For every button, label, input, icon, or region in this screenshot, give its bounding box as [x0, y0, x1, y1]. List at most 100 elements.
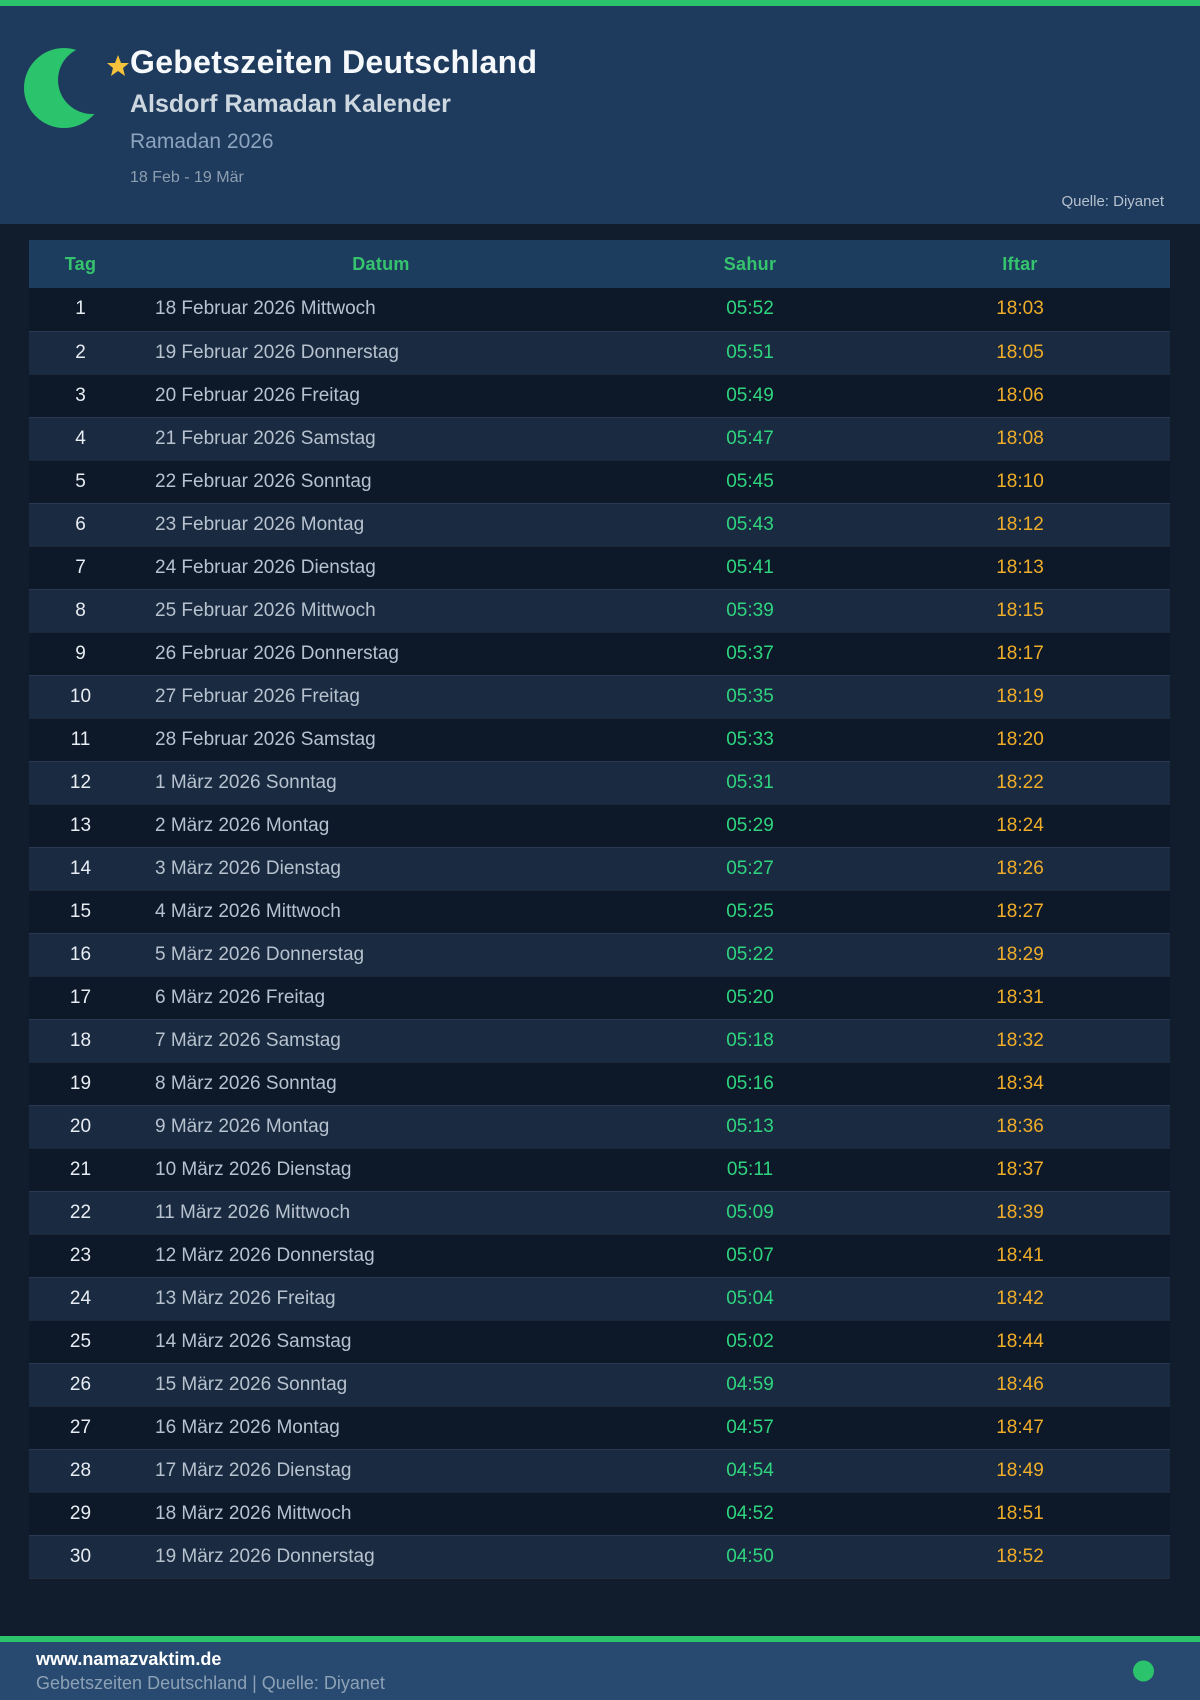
sahur-cell: 05:43: [630, 502, 870, 547]
iftar-cell: 18:27: [870, 890, 1170, 933]
day-cell: 23: [29, 1234, 132, 1277]
sahur-cell: 05:39: [630, 588, 870, 633]
table-row: 15 4 März 2026 Mittwoch 05:25 18:27: [29, 890, 1170, 933]
table-row: 19 8 März 2026 Sonntag 05:16 18:34: [29, 1062, 1170, 1105]
day-cell: 8: [29, 588, 132, 633]
table-body: 1 18 Februar 2026 Mittwoch 05:52 18:03 2 19 F…: [29, 288, 1170, 1579]
table-row: 1 18 Februar 2026 Mittwoch 05:52 18:03: [29, 288, 1170, 331]
date-cell: 28 Februar 2026 Samstag: [132, 718, 630, 761]
iftar-cell: 18:13: [870, 546, 1170, 589]
sahur-cell: 05:09: [630, 1190, 870, 1235]
iftar-cell: 18:05: [870, 330, 1170, 375]
date-cell: 10 März 2026 Dienstag: [132, 1148, 630, 1191]
website-link[interactable]: www.namazvaktim.de: [36, 1648, 222, 1669]
iftar-cell: 18:06: [870, 374, 1170, 417]
top-accent-bar: [0, 0, 1200, 6]
date-cell: 13 März 2026 Freitag: [132, 1276, 630, 1321]
date-cell: 16 März 2026 Montag: [132, 1406, 630, 1449]
table-row: 5 22 Februar 2026 Sonntag 05:45 18:10: [29, 460, 1170, 503]
iftar-cell: 18:51: [870, 1492, 1170, 1535]
day-cell: 28: [29, 1448, 132, 1493]
day-cell: 13: [29, 804, 132, 847]
date-cell: 18 Februar 2026 Mittwoch: [132, 288, 630, 331]
iftar-cell: 18:49: [870, 1448, 1170, 1493]
page-subtitle: Alsdorf Ramadan Kalender: [130, 90, 451, 118]
iftar-cell: 18:29: [870, 932, 1170, 977]
sahur-cell: 05:22: [630, 932, 870, 977]
sahur-cell: 05:47: [630, 416, 870, 461]
sahur-cell: 05:11: [630, 1148, 870, 1191]
day-cell: 29: [29, 1492, 132, 1535]
page-header: Gebetszeiten Deutschland Alsdorf Ramadan…: [0, 6, 1200, 224]
day-cell: 4: [29, 416, 132, 461]
iftar-cell: 18:42: [870, 1276, 1170, 1321]
day-cell: 1: [29, 288, 132, 331]
iftar-cell: 18:17: [870, 632, 1170, 675]
day-cell: 15: [29, 890, 132, 933]
sahur-cell: 05:35: [630, 674, 870, 719]
date-cell: 7 März 2026 Samstag: [132, 1018, 630, 1063]
iftar-cell: 18:47: [870, 1406, 1170, 1449]
date-cell: 21 Februar 2026 Samstag: [132, 416, 630, 461]
table-header: Tag Datum Sahur Iftar: [29, 240, 1170, 288]
day-cell: 27: [29, 1406, 132, 1449]
crescent-moon-icon: [22, 40, 132, 130]
table-row: 28 17 März 2026 Dienstag 04:54 18:49: [29, 1448, 1170, 1493]
footer-tagline: Gebetszeiten Deutschland | Quelle: Diyan…: [36, 1672, 385, 1693]
table-row: 29 18 März 2026 Mittwoch 04:52 18:51: [29, 1492, 1170, 1535]
date-range: 18 Feb - 19 Mär: [130, 169, 244, 186]
table-row: 18 7 März 2026 Samstag 05:18 18:32: [29, 1018, 1170, 1063]
iftar-cell: 18:34: [870, 1062, 1170, 1105]
date-cell: 24 Februar 2026 Dienstag: [132, 546, 630, 589]
table-row: 21 10 März 2026 Dienstag 05:11 18:37: [29, 1148, 1170, 1191]
day-cell: 21: [29, 1148, 132, 1191]
day-cell: 7: [29, 546, 132, 589]
sahur-cell: 05:18: [630, 1018, 870, 1063]
sahur-cell: 05:16: [630, 1062, 870, 1105]
sahur-cell: 05:02: [630, 1320, 870, 1363]
date-cell: 6 März 2026 Freitag: [132, 976, 630, 1019]
sahur-cell: 05:20: [630, 976, 870, 1019]
date-cell: 23 Februar 2026 Montag: [132, 502, 630, 547]
sahur-cell: 05:41: [630, 546, 870, 589]
season-label: Ramadan 2026: [130, 130, 274, 153]
page-footer: www.namazvaktim.de Gebetszeiten Deutschl…: [0, 1642, 1200, 1700]
sahur-cell: 05:27: [630, 846, 870, 891]
date-cell: 19 März 2026 Donnerstag: [132, 1534, 630, 1579]
day-cell: 5: [29, 460, 132, 503]
iftar-cell: 18:26: [870, 846, 1170, 891]
iftar-cell: 18:52: [870, 1534, 1170, 1579]
sahur-cell: 05:33: [630, 718, 870, 761]
date-cell: 14 März 2026 Samstag: [132, 1320, 630, 1363]
day-cell: 9: [29, 632, 132, 675]
table-row: 17 6 März 2026 Freitag 05:20 18:31: [29, 976, 1170, 1019]
date-cell: 27 Februar 2026 Freitag: [132, 674, 630, 719]
day-cell: 16: [29, 932, 132, 977]
date-cell: 4 März 2026 Mittwoch: [132, 890, 630, 933]
date-cell: 5 März 2026 Donnerstag: [132, 932, 630, 977]
table-row: 16 5 März 2026 Donnerstag 05:22 18:29: [29, 932, 1170, 977]
sahur-cell: 04:52: [630, 1492, 870, 1535]
day-cell: 18: [29, 1018, 132, 1063]
sahur-cell: 05:37: [630, 632, 870, 675]
day-cell: 14: [29, 846, 132, 891]
table-row: 4 21 Februar 2026 Samstag 05:47 18:08: [29, 416, 1170, 461]
table-row: 8 25 Februar 2026 Mittwoch 05:39 18:15: [29, 588, 1170, 633]
column-header-sahur: Sahur: [630, 240, 870, 288]
iftar-cell: 18:03: [870, 288, 1170, 331]
day-cell: 10: [29, 674, 132, 719]
iftar-cell: 18:31: [870, 976, 1170, 1019]
sahur-cell: 05:29: [630, 804, 870, 847]
sahur-cell: 05:45: [630, 460, 870, 503]
day-cell: 11: [29, 718, 132, 761]
iftar-cell: 18:24: [870, 804, 1170, 847]
date-cell: 3 März 2026 Dienstag: [132, 846, 630, 891]
sahur-cell: 04:59: [630, 1362, 870, 1407]
day-cell: 26: [29, 1362, 132, 1407]
table-row: 14 3 März 2026 Dienstag 05:27 18:26: [29, 846, 1170, 891]
date-cell: 12 März 2026 Donnerstag: [132, 1234, 630, 1277]
day-cell: 17: [29, 976, 132, 1019]
iftar-cell: 18:32: [870, 1018, 1170, 1063]
iftar-cell: 18:12: [870, 502, 1170, 547]
date-cell: 2 März 2026 Montag: [132, 804, 630, 847]
